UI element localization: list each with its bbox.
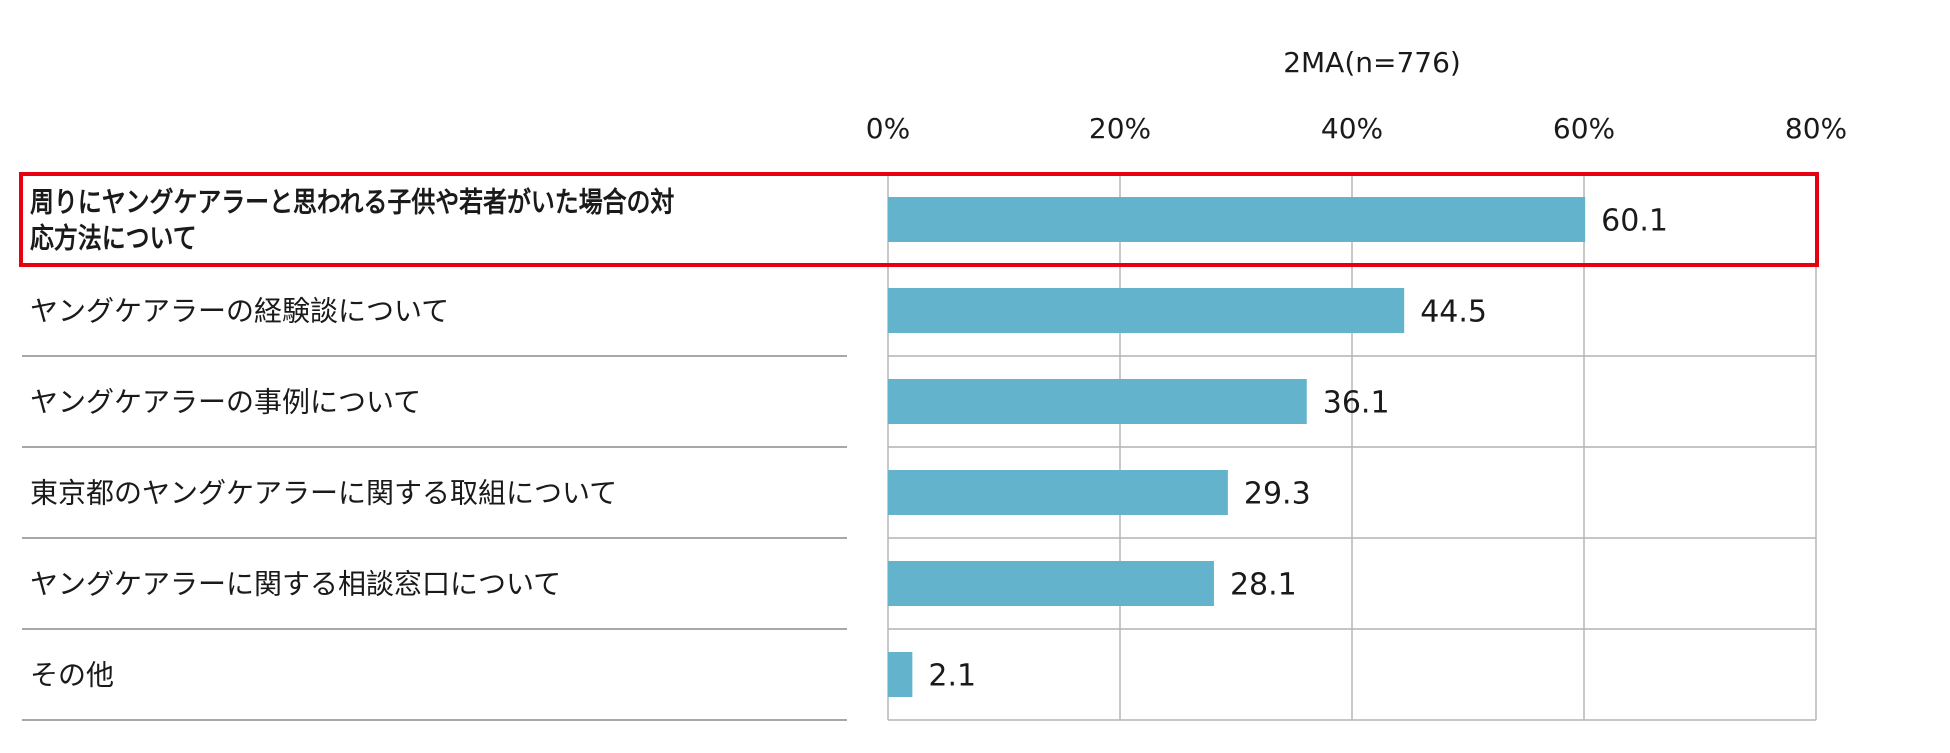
value-label: 60.1: [1601, 204, 1668, 239]
x-tick-label: 60%: [1553, 112, 1615, 145]
highlight-box: [19, 172, 1819, 267]
value-labels: 60.1 44.5 36.1 29.3 28.1 2.1: [928, 204, 1668, 694]
highlight-layer: [19, 172, 1819, 267]
x-tick-label: 80%: [1785, 112, 1847, 145]
category-label: その他: [30, 659, 114, 692]
value-label: 44.5: [1420, 295, 1487, 330]
value-label: 28.1: [1230, 568, 1297, 603]
category-label: 周りにヤングケアラーと思われる子供や若者がいた場合の対応方法について: [30, 186, 674, 255]
category-label: ヤングケアラーの経験談について: [30, 295, 449, 328]
value-label: 2.1: [928, 659, 976, 694]
bar: [888, 288, 1405, 333]
x-tick-label: 40%: [1321, 112, 1383, 145]
category-rows: 周りにヤングケアラーと思われる子供や若者がいた場合の対応方法についてヤングケアラ…: [30, 186, 674, 692]
x-tick-labels: 0% 20% 40% 60% 80%: [866, 112, 1847, 145]
bar: [888, 561, 1214, 606]
category-label: ヤングケアラーの事例について: [30, 386, 421, 419]
bar: [888, 197, 1586, 242]
category-label: 東京都のヤングケアラーに関する取組について: [30, 477, 617, 510]
chart-subtitle: 2MA(n=776): [1283, 46, 1461, 79]
bar: [888, 652, 913, 697]
value-label: 36.1: [1323, 386, 1390, 421]
bar: [888, 470, 1228, 515]
category-label: ヤングケアラーに関する相談窓口について: [30, 568, 561, 601]
category-label-line: 周りにヤングケアラーと思われる子供や若者がいた場合の対: [30, 186, 674, 219]
category-label-line: 応方法について: [30, 222, 197, 255]
x-tick-label: 0%: [866, 112, 910, 145]
bar: [888, 379, 1307, 424]
x-tick-label: 20%: [1089, 112, 1151, 145]
value-label: 29.3: [1244, 477, 1311, 512]
grid-layer: [22, 174, 1817, 721]
bars: [888, 197, 1586, 697]
